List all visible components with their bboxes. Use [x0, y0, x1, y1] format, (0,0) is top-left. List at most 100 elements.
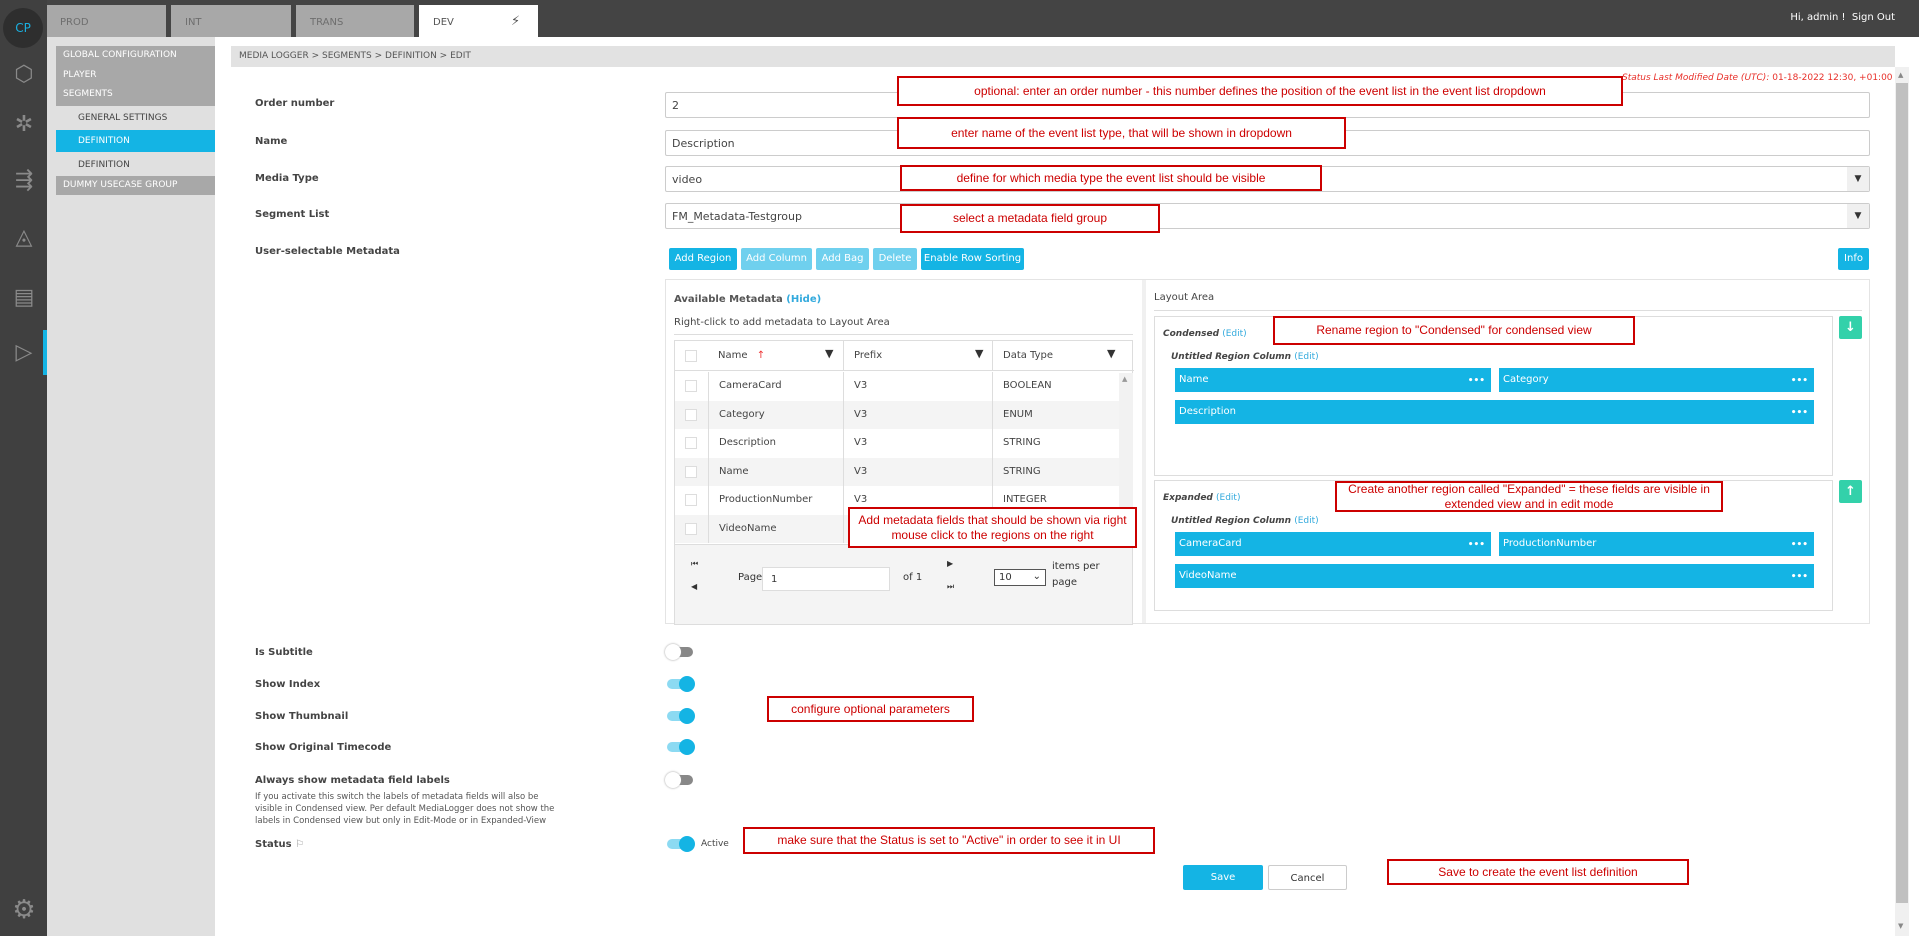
field-name: Category — [1503, 374, 1549, 385]
table-scrollbar[interactable]: ▲ — [1119, 373, 1133, 543]
info-button[interactable]: Info — [1838, 248, 1869, 270]
field-name: Description — [1179, 406, 1236, 417]
table-row[interactable]: Category V3 ENUM — [675, 400, 1119, 429]
column-edit-link[interactable]: (Edit) — [1294, 516, 1319, 526]
cell-prefix: V3 — [843, 372, 992, 401]
layout-field[interactable]: Name ••• — [1175, 368, 1491, 392]
more-icon[interactable]: ••• — [1790, 408, 1808, 418]
per-page-select[interactable]: 10 ⌄ — [994, 569, 1046, 586]
col-name[interactable]: Name ↑ — [708, 350, 765, 361]
annotation-status: make sure that the Status is set to "Act… — [743, 827, 1155, 854]
region-edit-link[interactable]: (Edit) — [1222, 329, 1247, 339]
logo[interactable]: CP — [3, 8, 43, 48]
table-row[interactable]: CameraCard V3 BOOLEAN — [675, 372, 1119, 401]
add-region-button[interactable]: Add Region — [669, 248, 737, 270]
chevron-down-icon[interactable]: ▼ — [1847, 204, 1869, 228]
sort-up-icon: ↑ — [756, 350, 766, 361]
more-icon[interactable]: ••• — [1790, 376, 1808, 386]
layout-field[interactable]: Description ••• — [1175, 400, 1814, 424]
nav-segments[interactable]: SEGMENTS — [56, 86, 215, 106]
option-toggle[interactable] — [665, 644, 695, 660]
filter-icon[interactable]: ▼ — [1107, 347, 1116, 360]
field-name: ProductionNumber — [1503, 538, 1597, 549]
row-checkbox[interactable] — [685, 408, 697, 421]
row-checkbox[interactable] — [685, 380, 697, 392]
gears-icon[interactable]: ⚙ — [12, 895, 36, 925]
region-edit-link[interactable]: (Edit) — [1216, 493, 1241, 503]
column-edit-link[interactable]: (Edit) — [1294, 352, 1319, 362]
col-prefix[interactable]: Prefix — [843, 341, 1007, 371]
scroll-up-icon[interactable]: ▲ — [1898, 71, 1904, 79]
col-data-type[interactable]: Data Type — [992, 341, 1116, 371]
page-input[interactable]: 1 — [762, 567, 890, 591]
hide-link[interactable]: (Hide) — [786, 294, 822, 305]
option-toggle[interactable] — [665, 708, 695, 724]
filter-icon[interactable]: ▼ — [825, 347, 834, 360]
status-toggle[interactable] — [665, 836, 695, 852]
more-icon[interactable]: ••• — [1467, 540, 1485, 550]
cycle-icon[interactable]: ◬ — [15, 225, 33, 250]
filter-icon[interactable]: ▼ — [975, 347, 984, 360]
option-toggle[interactable] — [665, 739, 695, 755]
layout-field[interactable]: CameraCard ••• — [1175, 532, 1491, 556]
media-logger-icon[interactable]: ▷ — [15, 340, 33, 365]
scroll-up-icon[interactable]: ▲ — [1122, 375, 1128, 383]
flow-icon[interactable]: ⇶ — [14, 168, 34, 193]
scroll-down-icon[interactable]: ▼ — [1898, 922, 1904, 930]
more-icon[interactable]: ••• — [1467, 376, 1485, 386]
row-checkbox[interactable] — [685, 494, 697, 506]
move-down-icon[interactable]: ↓ — [1839, 316, 1862, 339]
select-all-checkbox[interactable] — [685, 350, 697, 362]
network-icon[interactable]: ✲ — [14, 112, 34, 137]
region-name: Condensed — [1163, 329, 1220, 339]
add-bag-button[interactable]: Add Bag — [816, 248, 869, 270]
annotation-order-number: optional: enter an order number - this n… — [897, 76, 1623, 106]
cell-data-type: STRING — [992, 457, 1119, 486]
row-checkbox[interactable] — [685, 465, 697, 478]
table-row[interactable]: Name V3 STRING — [675, 457, 1119, 486]
nav-player[interactable]: PLAYER — [56, 66, 215, 86]
add-column-button[interactable]: Add Column — [741, 248, 812, 270]
last-page-icon[interactable]: ⏭ — [947, 582, 955, 591]
media-cut-icon[interactable]: ▤ — [13, 285, 35, 310]
row-checkbox[interactable] — [685, 437, 697, 449]
enable-row-sorting-button[interactable]: Enable Row Sorting — [921, 248, 1024, 270]
tab-int[interactable]: INT — [171, 5, 291, 37]
region-condensed[interactable]: Condensed (Edit) Untitled Region Column … — [1154, 316, 1833, 476]
move-up-icon[interactable]: ↑ — [1839, 480, 1862, 503]
nav-general-settings[interactable]: GENERAL SETTINGS — [56, 106, 215, 130]
panel-splitter[interactable] — [1142, 280, 1146, 623]
nav-definition[interactable]: DEFINITION — [56, 153, 215, 175]
tab-trans[interactable]: TRANS — [296, 5, 414, 37]
nav-global-configuration[interactable]: GLOBAL CONFIGURATION — [56, 46, 215, 66]
first-page-icon[interactable]: ⏮ — [691, 559, 699, 568]
next-page-icon[interactable]: ▶ — [947, 559, 954, 568]
layout-field[interactable]: VideoName ••• — [1175, 564, 1814, 588]
row-checkbox[interactable] — [685, 522, 697, 535]
sign-out-link[interactable]: Sign Out — [1851, 12, 1895, 23]
tab-prod[interactable]: PROD — [46, 5, 166, 37]
tab-dev[interactable]: DEV ⚡ — [419, 5, 538, 37]
scrollbar-thumb[interactable] — [1896, 83, 1908, 903]
prev-page-icon[interactable]: ◀ — [691, 582, 698, 591]
layout-field[interactable]: ProductionNumber ••• — [1499, 532, 1814, 556]
col-name-label: Name — [718, 350, 748, 361]
nav-dummy-usecase-group[interactable]: DUMMY USECASE GROUP — [56, 176, 215, 195]
segment-list-select[interactable]: FM_Metadata-Testgroup ▼ — [665, 203, 1870, 229]
more-icon[interactable]: ••• — [1790, 540, 1808, 550]
cancel-button[interactable]: Cancel — [1268, 865, 1347, 890]
option-toggle[interactable] — [665, 676, 695, 692]
option-toggle[interactable] — [665, 772, 695, 788]
page-label: Page — [738, 572, 763, 583]
delete-button[interactable]: Delete — [873, 248, 917, 270]
chevron-down-icon[interactable]: ▼ — [1847, 167, 1869, 191]
more-icon[interactable]: ••• — [1790, 572, 1808, 582]
cubes-icon[interactable]: ⬡ — [14, 62, 34, 87]
save-button[interactable]: Save — [1183, 865, 1263, 890]
status-value: Active — [701, 839, 729, 849]
layout-field[interactable]: Category ••• — [1499, 368, 1814, 392]
nav-definition-active[interactable]: DEFINITION — [56, 130, 215, 152]
page-scrollbar[interactable]: ▲ ▼ — [1895, 67, 1909, 936]
media-type-value: video — [672, 173, 703, 186]
table-row[interactable]: Description V3 STRING — [675, 429, 1119, 458]
